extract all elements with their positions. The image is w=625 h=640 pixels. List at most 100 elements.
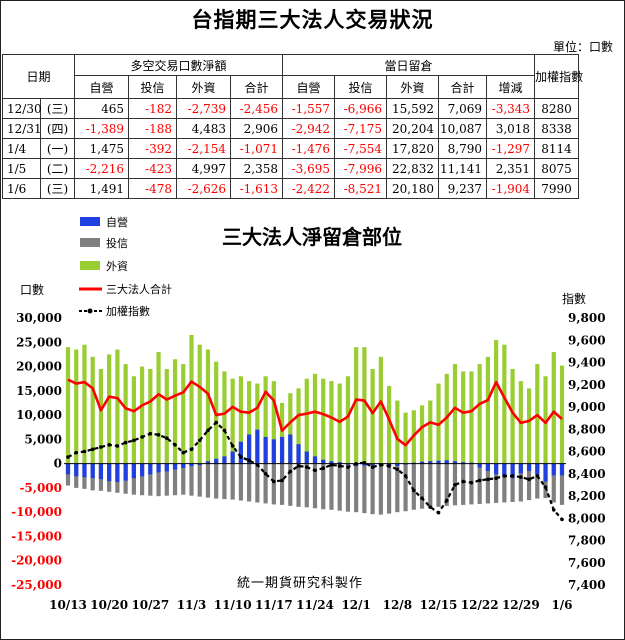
bar-trust	[461, 463, 466, 505]
legend-label: 外資	[106, 260, 128, 273]
index-point	[115, 444, 120, 448]
bar-dealer	[312, 456, 318, 464]
legend-swatch	[80, 261, 100, 270]
bar-foreign	[543, 376, 548, 464]
table-cell: -8,521	[334, 178, 388, 199]
table-cell: 9,237	[438, 178, 488, 199]
row-date: 1/4	[2, 138, 41, 159]
y-right-tick-label: 9,000	[568, 400, 606, 414]
bar-trust	[312, 463, 318, 509]
index-point	[379, 463, 383, 467]
bar-dealer	[518, 463, 523, 474]
index-point	[304, 465, 309, 469]
table-cell: -6,966	[334, 98, 388, 119]
bar-foreign	[477, 364, 482, 464]
bar-trust	[140, 463, 145, 496]
row-weekday: (三)	[39, 178, 76, 199]
bar-trust	[354, 463, 359, 513]
y-right-tick-label: 7,600	[568, 556, 606, 570]
y-left-tick-label: 5,000	[24, 432, 62, 446]
index-point	[222, 428, 227, 433]
bar-foreign	[304, 378, 309, 464]
bar-dealer	[214, 458, 219, 464]
bar-trust	[263, 463, 268, 504]
legend-swatch	[80, 238, 100, 247]
y-left-tick-label: 15,000	[16, 384, 62, 398]
bar-foreign	[321, 378, 326, 464]
legend-label: 加權指數	[106, 304, 150, 318]
bar-trust	[321, 463, 326, 510]
bar-dealer	[337, 462, 342, 464]
index-point	[107, 443, 111, 447]
bar-foreign	[559, 365, 565, 464]
bar-trust	[559, 463, 565, 505]
bar-trust	[436, 463, 441, 507]
index-point	[543, 485, 548, 489]
index-point	[329, 463, 334, 467]
bar-dealer	[140, 463, 145, 477]
row-weekday: (四)	[39, 118, 76, 139]
bar-trust	[477, 463, 482, 504]
bar-trust	[181, 463, 186, 495]
bar-trust	[494, 463, 499, 503]
bar-foreign	[148, 368, 153, 464]
y-left-tick-label: -25,000	[11, 578, 62, 592]
bar-foreign	[485, 356, 490, 464]
bar-foreign	[156, 351, 161, 464]
bar-trust	[247, 463, 252, 502]
bar-foreign	[181, 364, 186, 464]
bar-trust	[172, 463, 178, 496]
index-point	[436, 510, 441, 515]
bar-dealer	[181, 463, 186, 469]
bar-dealer	[98, 463, 104, 480]
table-cell: 7,069	[438, 98, 488, 119]
index-point	[165, 436, 169, 440]
y-right-tick-label: 8,800	[568, 422, 606, 436]
bar-foreign	[82, 344, 87, 464]
x-tick-label: 10/13	[49, 598, 87, 612]
bar-foreign	[312, 373, 318, 464]
bar-trust	[296, 463, 301, 507]
bar-trust	[502, 463, 507, 503]
bar-trust	[535, 463, 540, 499]
bar-dealer	[494, 463, 499, 475]
bar-trust	[205, 463, 211, 498]
bar-foreign	[140, 366, 145, 464]
index-point	[156, 433, 161, 437]
y-right-tick-label: 9,400	[568, 356, 606, 370]
bar-dealer	[65, 463, 71, 475]
bar-dealer	[485, 463, 490, 471]
index-point	[263, 471, 268, 476]
y-right-tick-label: 8,000	[568, 511, 606, 525]
index-point	[247, 458, 251, 463]
bar-dealer	[452, 461, 458, 464]
y-right-tick-label: 8,200	[568, 489, 606, 503]
table-cell: 4,483	[176, 118, 232, 139]
bar-trust	[238, 463, 243, 501]
bar-trust	[510, 463, 515, 502]
table-cell: 1,475	[74, 138, 130, 159]
bar-dealer	[263, 436, 268, 464]
bar-trust	[411, 463, 416, 510]
index-point	[74, 450, 79, 455]
bar-foreign	[98, 368, 104, 464]
index-point	[486, 477, 490, 482]
index-point	[444, 498, 449, 503]
y-left-tick-label: -5,000	[19, 481, 62, 495]
index-point	[189, 447, 194, 452]
table-cell: 8,790	[438, 138, 488, 159]
bar-dealer	[238, 441, 243, 464]
x-tick-label: 1/6	[551, 598, 572, 612]
bar-dealer	[436, 460, 441, 464]
bar-dealer	[123, 463, 128, 481]
row-index: 8280	[534, 98, 580, 119]
bar-trust	[230, 463, 235, 500]
y-left-tick-label: -15,000	[11, 529, 62, 543]
bar-foreign	[395, 400, 400, 464]
index-point	[181, 450, 186, 455]
bar-trust	[148, 463, 153, 496]
bar-foreign	[263, 376, 268, 464]
bar-trust	[444, 463, 449, 506]
index-point	[82, 449, 87, 454]
bar-trust	[304, 463, 309, 508]
